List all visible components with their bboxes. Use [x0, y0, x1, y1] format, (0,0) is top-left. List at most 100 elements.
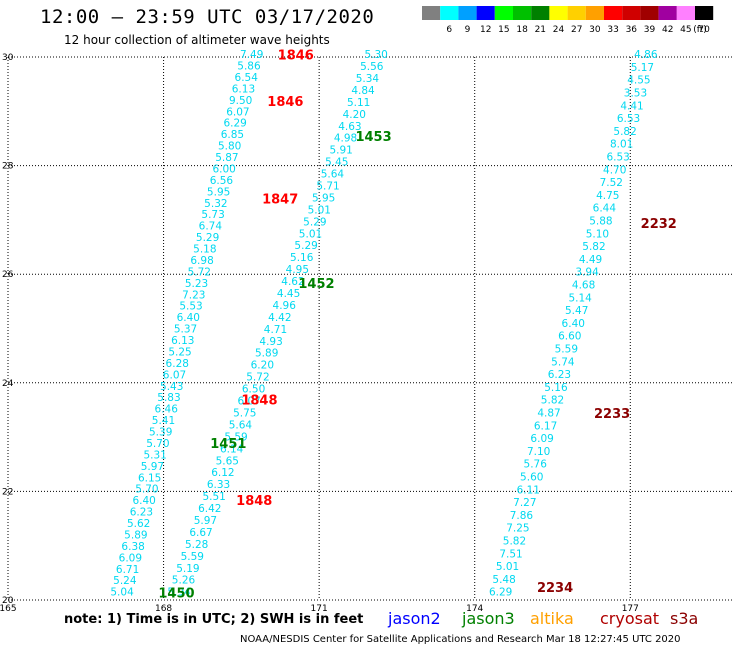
- swh-value: 5.56: [360, 61, 384, 73]
- swh-value: 5.80: [218, 141, 241, 153]
- xtick-168: 168: [155, 604, 172, 614]
- swh-value: 5.14: [568, 292, 592, 304]
- colorbar-label-24: 24: [553, 25, 565, 35]
- swh-value: 6.00: [212, 163, 235, 175]
- swh-value: 6.60: [558, 331, 581, 343]
- swh-value: 4.75: [596, 190, 619, 202]
- swh-value: 6.98: [190, 255, 213, 267]
- swh-value: 6.40: [177, 312, 200, 324]
- colorbar-label-45: 45: [680, 25, 691, 35]
- swh-value: 5.18: [193, 244, 216, 256]
- colorbar-label-30: 30: [589, 25, 601, 35]
- swh-value: 5.43: [160, 381, 183, 393]
- swh-value: 5.17: [631, 62, 654, 74]
- swh-value: 6.71: [116, 564, 139, 576]
- swh-value: 7.27: [513, 497, 536, 509]
- swh-value: 5.41: [152, 415, 175, 427]
- swh-value: 5.89: [255, 348, 278, 360]
- colorbar-unit: (ft): [693, 25, 707, 35]
- swh-value: 7.10: [527, 446, 550, 458]
- swh-value: 5.76: [524, 459, 548, 471]
- colorbar-box-27: [567, 6, 586, 20]
- mission-altika: altika: [530, 609, 574, 628]
- swh-value: 5.70: [146, 438, 169, 450]
- swh-value: 6.53: [617, 113, 640, 125]
- colorbar-box-45: [676, 6, 695, 20]
- swh-value: 5.16: [290, 252, 314, 264]
- mission-cryosat: cryosat: [600, 609, 660, 628]
- swh-value: 5.72: [188, 266, 211, 278]
- ytick-28: 28: [2, 162, 14, 172]
- colorbar-label-70: 70: [698, 25, 710, 35]
- colorbar-label-27: 27: [571, 25, 582, 35]
- colorbar-box-18: [513, 6, 532, 20]
- swh-value: 5.64: [229, 419, 253, 431]
- swh-value: 4.62: [281, 276, 304, 288]
- swh-value: 4.70: [603, 164, 626, 176]
- swh-value: 6.11: [517, 484, 540, 496]
- pass-time-label: 1846: [278, 49, 314, 64]
- swh-value: 5.82: [582, 241, 605, 253]
- swh-value: 4.42: [268, 312, 291, 324]
- swh-value: 5.86: [237, 61, 261, 73]
- swh-value: 6.42: [198, 503, 221, 515]
- swh-value: 7.52: [600, 177, 623, 189]
- swh-value: 6.38: [121, 541, 144, 553]
- colorbar-box-33: [604, 6, 623, 20]
- swh-value: 6.56: [210, 175, 234, 187]
- swh-value: 6.14: [220, 443, 244, 455]
- swh-value: 5.88: [589, 215, 612, 227]
- swh-value: 6.29: [489, 587, 512, 599]
- colorbar-box-36: [622, 6, 641, 20]
- colorbar-label-6: 6: [446, 25, 452, 35]
- swh-value: 5.82: [541, 395, 564, 407]
- swh-value: 6.67: [189, 527, 212, 539]
- swh-value: 6.09: [119, 552, 142, 564]
- mission-jason2: jason2: [388, 609, 441, 628]
- swh-value: 5.32: [204, 198, 227, 210]
- ytick-22: 22: [2, 487, 13, 497]
- swh-value: 4.96: [273, 300, 297, 312]
- swh-value: 4.45: [277, 288, 300, 300]
- colorbar-box-39: [640, 6, 659, 20]
- swh-value: 6.07: [237, 396, 260, 408]
- swh-value: 4.63: [338, 121, 361, 133]
- swh-value: 6.15: [138, 472, 161, 484]
- swh-value: 6.13: [232, 83, 255, 95]
- swh-value: 6.13: [171, 335, 194, 347]
- colorbar-label-42: 42: [662, 25, 673, 35]
- swh-value: 4.55: [627, 75, 650, 87]
- swh-value: 5.01: [308, 204, 331, 216]
- swh-value: 5.24: [113, 575, 137, 587]
- swh-value: 5.74: [551, 356, 575, 368]
- swh-value: 5.62: [127, 518, 150, 530]
- pass-time-label: 1450: [158, 586, 194, 601]
- ytick-24: 24: [2, 379, 14, 389]
- swh-value: 6.40: [562, 318, 585, 330]
- swh-value: 4.68: [572, 279, 595, 291]
- swh-value: 5.75: [233, 407, 256, 419]
- colorbar-label-18: 18: [516, 25, 528, 35]
- pass-time-label: 1846: [267, 95, 303, 110]
- swh-value: 6.20: [251, 360, 274, 372]
- swh-value: 5.65: [216, 455, 239, 467]
- swh-value: 5.16: [544, 382, 568, 394]
- swh-value: 5.51: [202, 491, 225, 503]
- swh-value: 6.07: [226, 106, 249, 118]
- swh-value: 5.83: [157, 392, 180, 404]
- wave-height-colorbar: 6 9 12 15 18 21 24 27 30 33 36 39 42 45 70(ft): [422, 6, 714, 35]
- swh-value: 5.71: [316, 180, 339, 192]
- swh-value: 5.73: [201, 209, 224, 221]
- swh-value: 3.53: [624, 87, 647, 99]
- colorbar-box-70: [695, 6, 714, 20]
- swh-value: 7.51: [499, 548, 522, 560]
- chart-subtitle: 12 hour collection of altimeter wave hei…: [64, 33, 330, 47]
- pass-time-label: 1452: [298, 277, 334, 292]
- swh-value: 5.25: [168, 346, 191, 358]
- swh-value: 5.37: [174, 324, 197, 336]
- mission-jason3: jason3: [462, 609, 515, 628]
- swh-value: 7.23: [182, 289, 205, 301]
- pass-time-label: 2232: [641, 217, 677, 232]
- pass-time-label: 1451: [210, 437, 246, 452]
- colorbar-box-3: [422, 6, 441, 20]
